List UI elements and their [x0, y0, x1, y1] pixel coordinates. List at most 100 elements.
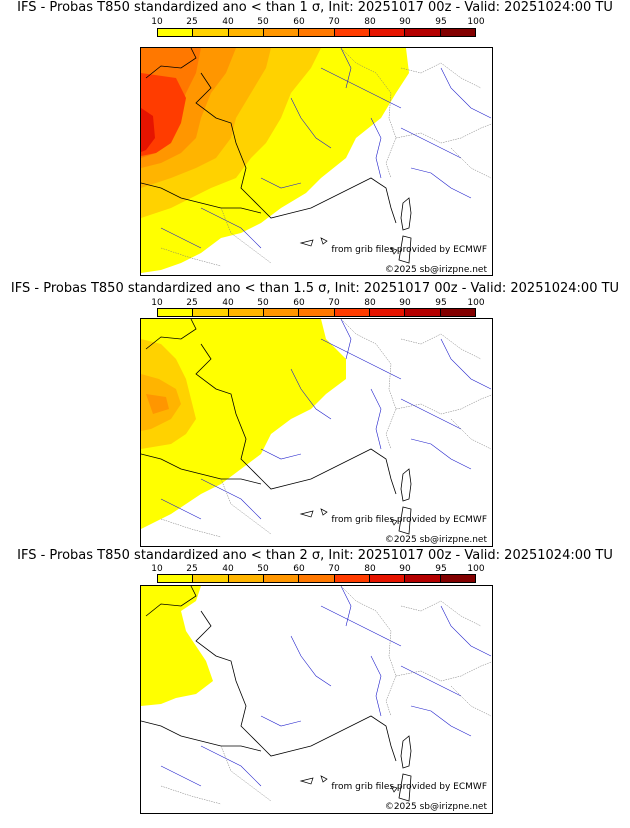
legend-tick: 70 — [328, 17, 340, 27]
legend-tick: 100 — [467, 17, 485, 27]
legend-tick: 95 — [435, 17, 447, 27]
map-canvas — [141, 586, 492, 805]
probability-map: from grib files provided by ECMWF ©2025 … — [140, 585, 493, 814]
copyright-note: ©2025 sb@irizpne.net — [384, 535, 487, 545]
legend-swatch — [369, 575, 406, 582]
legend-swatch — [440, 29, 475, 36]
legend-tick: 95 — [435, 564, 447, 574]
panel-title: IFS - Probas T850 standardized ano < tha… — [17, 0, 613, 15]
legend-tick: 70 — [328, 564, 340, 574]
legend-tick: 50 — [257, 17, 269, 27]
rivers — [160, 319, 492, 520]
coastline-islands — [299, 775, 398, 793]
legend-tick: 25 — [186, 564, 198, 574]
legend-tick: 25 — [186, 298, 198, 308]
map-panel-1: IFS - Probas T850 standardized ano < tha… — [0, 0, 630, 276]
panel-title: IFS - Probas T850 standardized ano < tha… — [17, 548, 613, 563]
legend-swatch — [369, 309, 406, 316]
legend-tick: 80 — [364, 17, 376, 27]
coastline-islands — [299, 508, 398, 526]
borders — [160, 586, 492, 805]
rivers — [160, 586, 492, 787]
prob-area-80 — [141, 108, 155, 152]
legend-swatch — [228, 575, 264, 582]
legend-tick: 10 — [151, 298, 163, 308]
panel-title: IFS - Probas T850 standardized ano < tha… — [10, 281, 620, 296]
legend-swatch — [405, 29, 441, 36]
legend-swatch — [405, 309, 441, 316]
legend-tick: 60 — [293, 298, 305, 308]
coastline-corsica — [398, 468, 412, 535]
map-panel-3: IFS - Probas T850 standardized ano < tha… — [0, 540, 630, 816]
borders — [160, 48, 492, 267]
legend-swatch — [228, 29, 264, 36]
map-canvas — [141, 319, 492, 538]
legend-swatch — [299, 29, 335, 36]
legend-tick: 50 — [257, 564, 269, 574]
copyright-note: ©2025 sb@irizpne.net — [384, 265, 487, 275]
coastline-corsica — [398, 735, 412, 802]
legend-tick: 40 — [222, 564, 234, 574]
coastline-corsica — [398, 197, 412, 264]
legend-swatch — [440, 309, 475, 316]
legend-swatch — [334, 29, 370, 36]
legend-swatch — [299, 309, 335, 316]
borders — [160, 319, 492, 538]
prob-area-10 — [141, 319, 346, 529]
data-source-note: from grib files provided by ECMWF — [331, 245, 487, 255]
data-source-note: from grib files provided by ECMWF — [331, 515, 487, 525]
legend-swatch — [193, 309, 229, 316]
rivers — [160, 48, 492, 249]
legend-swatch — [193, 29, 229, 36]
color-legend-bar — [157, 574, 476, 583]
legend-swatch — [228, 309, 264, 316]
legend-swatch — [158, 575, 194, 582]
copyright-note: ©2025 sb@irizpne.net — [384, 802, 487, 812]
legend-tick-labels: 10 25 40 50 60 70 80 90 95 100 — [151, 298, 484, 308]
legend-tick: 70 — [328, 298, 340, 308]
legend-swatch — [158, 29, 194, 36]
legend-swatch — [263, 575, 300, 582]
color-legend-bar — [157, 308, 476, 317]
legend-tick: 95 — [435, 298, 447, 308]
legend-swatch — [193, 575, 229, 582]
legend-tick: 40 — [222, 17, 234, 27]
legend-tick: 90 — [399, 564, 411, 574]
coastline — [141, 319, 397, 495]
color-legend-bar — [157, 28, 476, 37]
legend-tick-labels: 10 25 40 50 60 70 80 90 95 100 — [151, 17, 484, 27]
legend-tick: 90 — [399, 17, 411, 27]
legend-tick: 60 — [293, 564, 305, 574]
coastline — [141, 48, 397, 224]
legend-tick: 100 — [467, 298, 485, 308]
legend-tick: 60 — [293, 17, 305, 27]
data-source-note: from grib files provided by ECMWF — [331, 782, 487, 792]
legend-tick: 10 — [151, 17, 163, 27]
legend-swatch — [369, 29, 406, 36]
legend-swatch — [299, 575, 335, 582]
legend-swatch — [405, 575, 441, 582]
map-canvas — [141, 48, 492, 273]
legend-tick: 10 — [151, 564, 163, 574]
legend-tick: 90 — [399, 298, 411, 308]
legend-tick: 50 — [257, 298, 269, 308]
prob-area-10 — [141, 586, 213, 706]
legend-tick: 25 — [186, 17, 198, 27]
coastline-islands — [299, 237, 398, 255]
legend-tick: 40 — [222, 298, 234, 308]
legend-swatch — [158, 309, 194, 316]
map-panel-2: IFS - Probas T850 standardized ano < tha… — [0, 270, 630, 547]
legend-swatch — [263, 309, 300, 316]
legend-tick: 100 — [467, 564, 485, 574]
legend-tick: 80 — [364, 564, 376, 574]
legend-swatch — [334, 575, 370, 582]
legend-swatch — [334, 309, 370, 316]
legend-swatch — [263, 29, 300, 36]
probability-map: from grib files provided by ECMWF ©2025 … — [140, 318, 493, 547]
legend-tick-labels: 10 25 40 50 60 70 80 90 95 100 — [151, 564, 484, 574]
prob-area-50 — [146, 394, 169, 414]
legend-tick: 80 — [364, 298, 376, 308]
probability-map: from grib files provided by ECMWF ©2025 … — [140, 47, 493, 276]
legend-swatch — [440, 575, 475, 582]
coastline — [141, 586, 397, 762]
